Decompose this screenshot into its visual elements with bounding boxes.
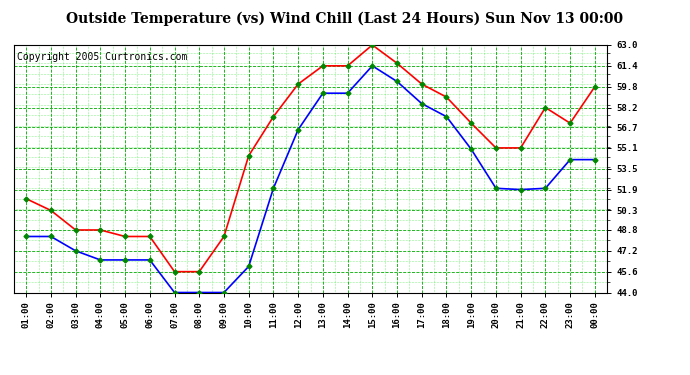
Text: Outside Temperature (vs) Wind Chill (Last 24 Hours) Sun Nov 13 00:00: Outside Temperature (vs) Wind Chill (Las… (66, 11, 624, 26)
Text: Copyright 2005 Curtronics.com: Copyright 2005 Curtronics.com (17, 53, 187, 62)
